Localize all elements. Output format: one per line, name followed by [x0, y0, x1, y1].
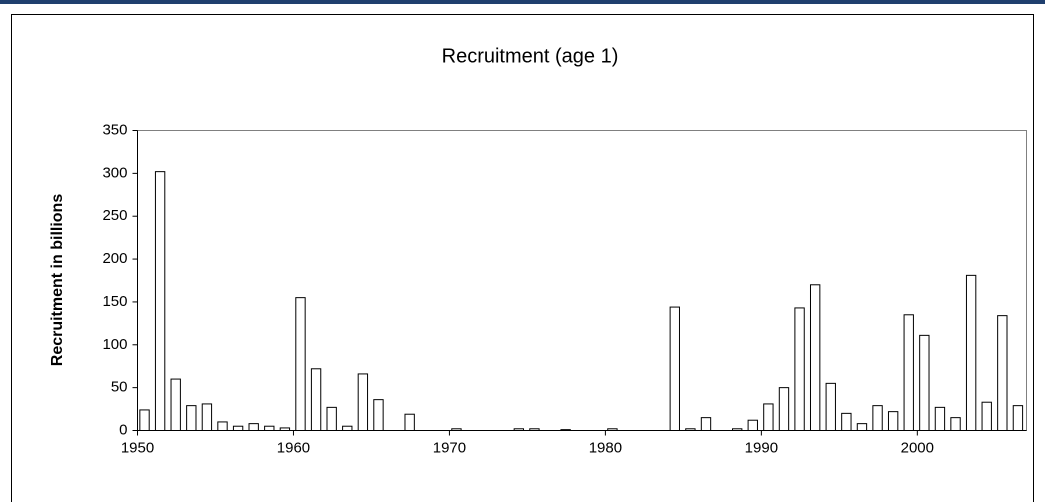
- bar: [217, 421, 228, 431]
- bar: [950, 417, 961, 431]
- bar: [186, 405, 197, 431]
- bar: [154, 171, 166, 431]
- bar: [887, 411, 899, 431]
- bar: [841, 412, 852, 432]
- y-tick-label: 350: [102, 121, 127, 138]
- x-tick-label: 1960: [277, 439, 310, 456]
- bar: [778, 387, 790, 431]
- bar: [248, 423, 259, 431]
- y-tick-label: 100: [102, 336, 127, 353]
- bar: [201, 403, 213, 431]
- bar: [295, 297, 306, 431]
- bar: [700, 417, 712, 431]
- y-tick-label: 200: [102, 250, 127, 267]
- x-tick-label: 1950: [121, 439, 154, 456]
- bar: [1012, 405, 1024, 431]
- bar: [997, 315, 1008, 431]
- bar: [170, 378, 181, 432]
- bar: [919, 334, 930, 432]
- bar: [357, 373, 369, 431]
- bar: [809, 284, 821, 431]
- x-tick-label: 1980: [589, 439, 622, 456]
- bar: [232, 425, 244, 432]
- y-tick-label: 0: [119, 421, 127, 438]
- y-tick-label: 300: [102, 164, 127, 181]
- x-tick-label: 2000: [901, 439, 934, 456]
- y-tick-label: 150: [102, 293, 127, 310]
- bar: [342, 425, 353, 432]
- bar: [404, 413, 415, 432]
- bar: [872, 405, 883, 431]
- bar: [934, 406, 946, 432]
- bar: [139, 409, 150, 431]
- y-axis-label: Recruitment in billions: [49, 194, 66, 367]
- bar: [903, 314, 914, 431]
- plot-area: [137, 130, 1027, 431]
- y-tick-label: 250: [102, 207, 127, 224]
- bar: [763, 403, 774, 431]
- bar: [264, 425, 275, 432]
- x-tick-label: 1970: [433, 439, 466, 456]
- x-tick-label: 1990: [745, 439, 778, 456]
- bar: [794, 307, 805, 431]
- y-tick-label: 50: [111, 379, 128, 396]
- bar: [326, 406, 337, 432]
- chart-title: Recruitment (age 1): [442, 45, 619, 67]
- bar: [310, 368, 322, 431]
- bar: [669, 306, 680, 432]
- bar: [373, 399, 384, 431]
- chart-frame: [11, 14, 1034, 502]
- bar: [981, 401, 992, 432]
- top-bar: [0, 0, 1045, 4]
- bar: [747, 419, 758, 432]
- bar: [856, 423, 868, 431]
- bar: [825, 382, 836, 432]
- bar: [965, 274, 977, 431]
